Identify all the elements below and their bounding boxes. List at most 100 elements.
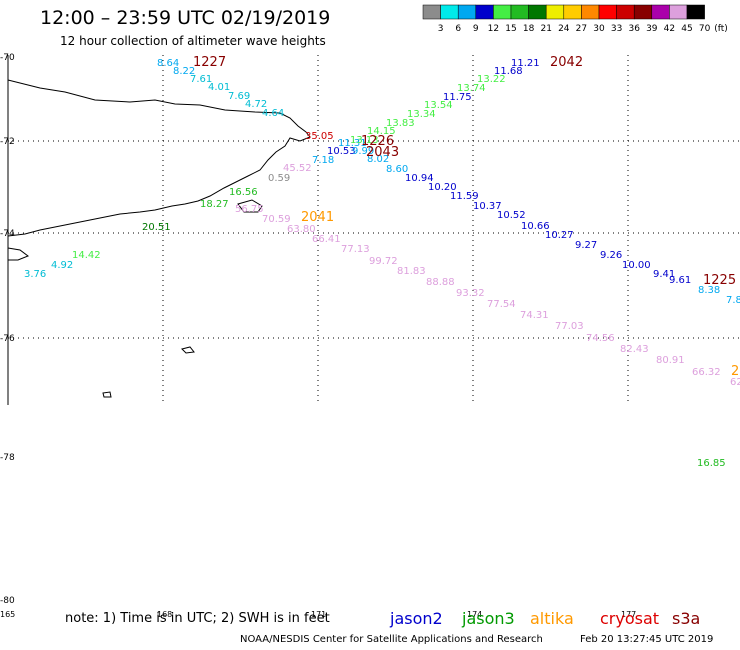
- wave-reading: 10.66: [521, 221, 550, 232]
- track-jason3-lone: 16.85: [697, 458, 726, 469]
- wave-reading: 10.53: [327, 146, 356, 157]
- pass-time-label: 2: [731, 364, 739, 379]
- scale-label: 70: [699, 24, 711, 34]
- lat-label: -80: [0, 596, 15, 606]
- wave-reading: 13.74: [457, 83, 486, 94]
- wave-reading: 77.54: [487, 299, 516, 310]
- scale-label: 3: [438, 24, 444, 34]
- wave-reading: 11.68: [494, 66, 523, 77]
- scale-swatch-9: [457, 4, 477, 20]
- wave-reading: 11.59: [450, 191, 479, 202]
- pass-time-label: 2042: [550, 55, 583, 70]
- wave-reading: 77.13: [341, 244, 370, 255]
- wave-reading: 13.54: [424, 100, 453, 111]
- pass-time-label: 2043: [366, 145, 399, 160]
- satellite-legend-altika: altika: [530, 609, 574, 628]
- wave-reading: 74.31: [520, 310, 549, 321]
- wave-reading: 88.88: [426, 277, 455, 288]
- wave-reading: 20.51: [142, 222, 171, 233]
- track-jason2-2043: 9.99 8.02 8.60 10.94 10.20 11.59 10.37 1…: [352, 146, 740, 306]
- wave-reading: 14.42: [72, 250, 101, 261]
- wave-reading: 8.60: [386, 164, 408, 175]
- satellite-legend-jason2: jason2: [390, 609, 443, 628]
- wave-reading: 62: [730, 377, 740, 388]
- scale-swatch-42: [651, 4, 670, 20]
- scale-label: 30: [593, 24, 605, 34]
- wave-reading: 0.59: [268, 173, 290, 184]
- lon-labels: 165 168 171 174 177: [0, 610, 636, 619]
- scale-label: 27: [576, 24, 587, 34]
- wave-reading: 7.8: [726, 295, 740, 306]
- wave-reading: 66.41: [312, 234, 341, 245]
- wave-reading: 11.75: [443, 92, 472, 103]
- color-scale-swatches: [422, 4, 705, 20]
- scale-swatch-45: [669, 4, 688, 20]
- scale-label: 21: [540, 24, 551, 34]
- wave-reading: 56.75: [235, 204, 264, 215]
- scale-unit: (ft): [714, 24, 728, 34]
- color-scale-labels: 3 6 9 12 15 18 21 24 27 30 33 36 39 42 4…: [438, 24, 728, 34]
- wave-reading: 3.76: [24, 269, 46, 280]
- satellite-legend-s3a: s3a: [672, 609, 701, 628]
- wave-reading: 9.61: [669, 275, 691, 286]
- scale-label: 42: [664, 24, 675, 34]
- wave-reading: 14.15: [367, 126, 396, 137]
- wave-reading: 9.99: [352, 146, 374, 157]
- scale-swatch-39: [633, 4, 653, 20]
- wave-reading: 16.85: [697, 458, 726, 469]
- wave-reading: 18.27: [200, 199, 229, 210]
- graticule: [8, 55, 740, 405]
- scale-swatch-12: [475, 4, 494, 20]
- lon-label: 174: [467, 610, 482, 619]
- pass-time-label: 1226: [361, 134, 394, 149]
- wave-reading: 10.52: [497, 210, 526, 221]
- wave-reading: 4.01: [208, 82, 230, 93]
- wave-reading: 66.32: [692, 367, 721, 378]
- scale-swatch-21: [528, 4, 547, 20]
- lat-label: -76: [0, 334, 15, 344]
- wave-reading: 35.05: [305, 131, 334, 142]
- wave-reading: 11.21: [511, 58, 540, 69]
- pass-time-label: 2041: [301, 210, 334, 225]
- scale-label: 45: [681, 24, 692, 34]
- scale-swatch-30: [581, 4, 600, 20]
- wave-reading: 81.83: [397, 266, 426, 277]
- wave-reading: 10.00: [622, 260, 651, 271]
- scale-swatch-24: [545, 4, 565, 20]
- wave-reading: 10.27: [545, 230, 574, 241]
- lat-label: -78: [0, 453, 15, 463]
- scale-label: 12: [488, 24, 499, 34]
- wave-reading: 8.02: [367, 154, 389, 165]
- wave-reading: 74.56: [586, 333, 615, 344]
- satellite-legend-cryosat: cryosat: [600, 609, 660, 628]
- map-subtitle: 12 hour collection of altimeter wave hei…: [60, 34, 326, 48]
- wave-reading: 13.83: [386, 118, 415, 129]
- scale-swatch-15: [493, 4, 512, 20]
- pass-time-label: 1225: [703, 273, 736, 288]
- pass-time-labels: 1227 2042 1226 2043 2041 1225 2: [193, 55, 739, 379]
- lon-label: 168: [157, 610, 172, 619]
- wave-reading: 13.22: [477, 74, 506, 85]
- lat-labels: -70 -72 -74 -76 -78 -80: [0, 53, 15, 606]
- lat-label: -72: [0, 137, 15, 147]
- coastline: [7, 79, 311, 398]
- scale-label: 39: [646, 24, 658, 34]
- scale-label: 6: [455, 24, 461, 34]
- scale-label: 24: [558, 24, 570, 34]
- wave-reading: 77.03: [555, 321, 584, 332]
- footer-timestamp: Feb 20 13:27:45 UTC 2019: [580, 634, 714, 645]
- wave-reading: 7.69: [228, 91, 250, 102]
- wave-reading: 8.38: [698, 285, 720, 296]
- scale-swatch-18: [510, 4, 529, 20]
- scale-swatch-6: [440, 4, 459, 20]
- scale-swatch-70: [686, 4, 705, 20]
- wave-reading: 45.52: [283, 163, 312, 174]
- scale-label: 33: [611, 24, 622, 34]
- footer-credit: NOAA/NESDIS Center for Satellite Applica…: [240, 634, 543, 645]
- wave-reading: 9.27: [575, 240, 597, 251]
- scale-swatch-33: [598, 4, 617, 20]
- wave-reading: 10.20: [428, 182, 457, 193]
- lon-label: 171: [311, 610, 326, 619]
- track-jason3-2042: 11.21 11.68 13.22 13.74 11.75 13.54 13.3…: [350, 58, 540, 146]
